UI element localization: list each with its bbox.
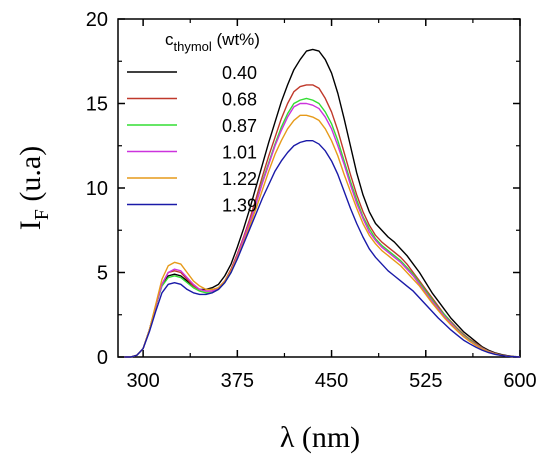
- y-axis-title: IF (u.a): [14, 146, 53, 230]
- legend-title-main: c: [165, 30, 174, 49]
- series-line-0-87: [124, 97, 521, 358]
- x-tick-label: 525: [409, 370, 442, 392]
- x-tick-label: 300: [126, 370, 159, 392]
- legend-title-subscript: thymol: [174, 39, 212, 54]
- y-axis-title-main: I: [14, 220, 47, 230]
- x-tick-label: 600: [503, 370, 536, 392]
- x-tick-label: 450: [315, 370, 348, 392]
- legend-title-rest: (wt%): [212, 30, 260, 49]
- y-axis-title-rest: (u.a): [14, 146, 47, 209]
- series-line-1-39: [124, 139, 521, 358]
- legend-label: 0.68: [222, 90, 257, 110]
- y-axis-title-subscript: F: [31, 209, 53, 220]
- y-tick-label: 0: [97, 347, 108, 369]
- legend-label: 0.87: [222, 116, 257, 136]
- series-group: [124, 48, 521, 358]
- legend-title: cthymol (wt%): [165, 30, 260, 54]
- legend-label: 0.40: [222, 63, 257, 83]
- series-line-0-40: [124, 48, 521, 358]
- plot-frame: [117, 18, 521, 358]
- y-tick-label: 15: [86, 94, 108, 116]
- x-axis-title: λ (nm): [280, 421, 360, 454]
- y-tick-label: 20: [86, 9, 108, 31]
- series-line-1-01: [124, 102, 521, 358]
- y-tick-label: 10: [86, 178, 108, 200]
- series-line-1-22: [124, 114, 521, 358]
- legend-label: 1.22: [222, 169, 257, 189]
- legend: cthymol (wt%) 0.40 0.68 0.87 1.01 1.22 1.39: [127, 30, 260, 216]
- axes: 300 375 450 525 600 0 5 10 15 20: [86, 9, 537, 392]
- y-tick-label: 5: [97, 263, 108, 285]
- legend-label: 1.01: [222, 143, 257, 163]
- legend-label: 1.39: [222, 196, 257, 216]
- x-tick-label: 375: [221, 370, 254, 392]
